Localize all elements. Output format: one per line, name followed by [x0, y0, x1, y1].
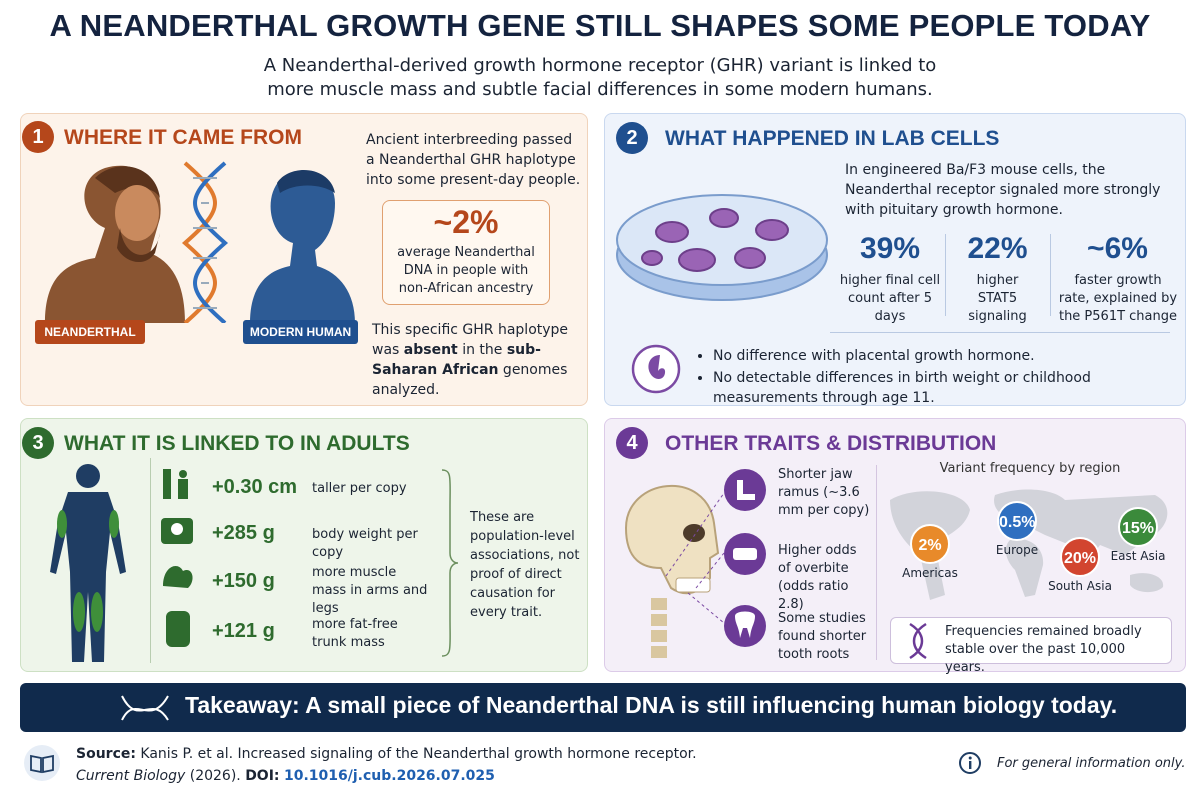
- label-neanderthal: NEANDERTHAL: [35, 320, 145, 344]
- note-text: This specific GHR haplotype was absent i…: [372, 320, 577, 400]
- region-name: Americas: [902, 566, 958, 580]
- footnote-box: [890, 617, 1172, 664]
- region-name: East Asia: [1110, 549, 1166, 563]
- stat-value: 39%: [859, 232, 921, 265]
- doi-label: DOI:: [245, 768, 280, 784]
- divider: [876, 465, 877, 660]
- brace: [441, 469, 459, 657]
- stat-text: faster growth rate, explained by the P56…: [1058, 273, 1178, 324]
- bullet-list: No difference with placental growth horm…: [695, 346, 1165, 410]
- stat-value: ~2%: [433, 204, 499, 240]
- panel-number: 2: [616, 122, 648, 154]
- region-value: 15%: [1118, 507, 1158, 547]
- note-part: This specific GHR haplotype was: [372, 322, 569, 358]
- stat-text: higher STAT5 signaling: [968, 273, 1027, 324]
- stat-text: higher final cell count after 5 days: [839, 273, 941, 324]
- note-text: These are population-level associations,…: [470, 510, 580, 620]
- divider: [150, 458, 151, 663]
- takeaway-text: Takeaway: A small piece of Neanderthal D…: [185, 692, 1118, 718]
- illustration-skull: [624, 485, 725, 658]
- row-value: +0.30 cm: [212, 476, 298, 498]
- source-text: Kanis P. et al. Increased signaling of t…: [140, 746, 697, 762]
- row-value: +121 g: [212, 620, 275, 642]
- trait-icons: [724, 469, 766, 647]
- year: (2026).: [185, 768, 246, 784]
- intro-text: In engineered Ba/F3 mouse cells, the Nea…: [845, 162, 1161, 218]
- icon-dna: [121, 695, 169, 721]
- world-map: [890, 489, 1168, 600]
- note-part: absent: [403, 342, 458, 358]
- region-value: 2%: [910, 524, 950, 564]
- takeaway-bar: [20, 683, 1186, 732]
- illustration-body: [50, 464, 126, 662]
- row-text: body weight per copy: [312, 527, 418, 560]
- row-value: +150 g: [212, 570, 275, 592]
- source-line: Source: Kanis P. et al. Increased signal…: [76, 744, 876, 764]
- bullet: No detectable differences in birth weigh…: [713, 368, 1165, 408]
- panel-title: OTHER TRAITS & DISTRIBUTION: [665, 432, 997, 455]
- panel-title: WHAT HAPPENED IN LAB CELLS: [665, 127, 1000, 150]
- intro-text: Ancient interbreeding passed a Neanderth…: [366, 132, 581, 188]
- divider: [1050, 234, 1051, 316]
- region-name: Europe: [995, 543, 1039, 557]
- note-part: genomes analyzed.: [372, 362, 568, 398]
- bullet: No difference with placental growth horm…: [713, 346, 1165, 366]
- note-part: sub-Saharan African: [372, 342, 541, 378]
- stat-text: average Neanderthal DNA in people with n…: [397, 245, 535, 296]
- citation-line: Current Biology (2026). DOI: 10.1016/j.c…: [76, 766, 876, 786]
- stat-value: ~6%: [1087, 232, 1148, 265]
- label-modern-human: MODERN HUMAN: [243, 320, 358, 344]
- stat-value: 22%: [967, 232, 1028, 265]
- panel-title: WHAT IT IS LINKED TO IN ADULTS: [64, 432, 410, 455]
- map-title: Variant frequency by region: [939, 461, 1121, 476]
- title: A NEANDERTHAL GROWTH GENE STILL SHAPES S…: [49, 8, 1151, 43]
- trait-text: Shorter jaw ramus (~3.6 mm per copy): [778, 467, 870, 518]
- panel-title: WHERE IT CAME FROM: [64, 126, 302, 149]
- footnote-text: Frequencies remained broadly stable over…: [945, 624, 1142, 675]
- stat-box: [382, 200, 550, 305]
- divider: [945, 234, 946, 316]
- row-value: +285 g: [212, 522, 275, 544]
- illustration-humans: [45, 161, 355, 323]
- icon-dna: [909, 622, 927, 660]
- icon-fetus: [631, 344, 681, 394]
- icon-book: [24, 745, 60, 781]
- separator: [830, 332, 1170, 333]
- row-text: taller per copy: [312, 481, 407, 496]
- note-part: in the: [457, 342, 507, 358]
- panel-number: 3: [22, 427, 54, 459]
- row-text: more fat-free trunk mass: [312, 617, 398, 650]
- region-value: 0.5%: [997, 501, 1037, 541]
- region-name: South Asia: [1048, 579, 1112, 593]
- row-text: more muscle mass in arms and legs: [312, 565, 428, 616]
- subtitle: A Neanderthal-derived growth hormone rec…: [263, 55, 937, 100]
- disclaimer: For general information only.: [997, 756, 1186, 771]
- panel-number: 1: [22, 121, 54, 153]
- doi[interactable]: 10.1016/j.cub.2026.07.025: [283, 768, 495, 784]
- trait-text: Higher odds of overbite (odds ratio 2.8): [778, 543, 857, 612]
- source-label: Source:: [76, 746, 136, 762]
- row-icons: [161, 469, 193, 647]
- journal: Current Biology: [76, 768, 186, 784]
- icon-info: [959, 752, 981, 774]
- trait-text: Some studies found shorter tooth roots: [778, 611, 867, 662]
- panel-number: 4: [616, 427, 648, 459]
- illustration-petri-dish: [616, 194, 828, 301]
- region-value: 20%: [1060, 537, 1100, 577]
